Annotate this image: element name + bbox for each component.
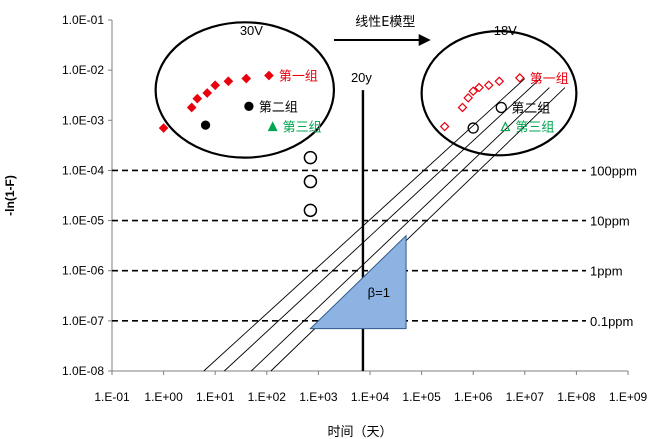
open-circle-point <box>303 203 318 218</box>
data-point-diamond <box>483 80 494 91</box>
beta-triangle <box>309 234 407 330</box>
x-axis-title: 时间（天） <box>327 425 392 439</box>
x-tick-label: 1.E+01 <box>196 390 235 404</box>
data-point-circle <box>495 101 507 114</box>
data-point-triangle <box>267 121 278 132</box>
open-circle-point <box>303 174 318 189</box>
y-axis-title: -ln(1-F) <box>3 175 17 216</box>
data-point-circle <box>244 101 254 111</box>
data-point-diamond <box>202 88 213 98</box>
slope-triangle: β=1 <box>309 234 407 330</box>
data-point-diamond <box>468 86 479 97</box>
data-point-triangle <box>500 121 511 132</box>
data-points <box>158 70 525 218</box>
model-line <box>223 78 541 372</box>
series-label: 第二组 <box>259 100 298 115</box>
model-line <box>250 87 550 372</box>
y-tick-label: 1.0E-05 <box>62 214 104 228</box>
x-tick-label: 1.E+08 <box>557 390 596 404</box>
model-line <box>203 78 526 372</box>
x-tick-label: 1.E+02 <box>248 390 287 404</box>
ppm-label: 10ppm <box>590 214 630 229</box>
y-tick-label: 1.0E-08 <box>62 364 104 378</box>
ppm-label: 1ppm <box>590 264 623 279</box>
x-tick-label: 1.E+04 <box>351 390 390 404</box>
series-label: 第一组 <box>279 70 318 85</box>
y-tick-label: 1.0E-03 <box>62 113 104 127</box>
data-point-diamond <box>223 76 234 87</box>
series-label: 第三组 <box>515 121 554 136</box>
x-tick-label: 1.E+03 <box>299 390 338 404</box>
data-point-diamond <box>474 82 484 93</box>
group-label-30V: 30V <box>240 23 263 38</box>
arrow-head <box>418 33 431 46</box>
x-tick-label: 1.E-01 <box>94 390 130 404</box>
beta-label: β=1 <box>368 285 390 300</box>
ppm-label: 0.1ppm <box>590 314 633 329</box>
data-point-diamond <box>463 93 474 103</box>
x-tick-label: 1.E+07 <box>506 390 545 404</box>
y-tick-label: 1.0E-06 <box>62 264 104 278</box>
open-circle-point <box>303 150 318 165</box>
data-point-diamond <box>457 102 468 113</box>
data-point-diamond <box>514 73 525 83</box>
data-point-diamond <box>241 73 252 84</box>
series-label: 第一组 <box>530 72 569 87</box>
x-tick-label: 1.E+00 <box>144 390 183 404</box>
group-ellipse-18V <box>420 30 578 157</box>
group-ellipses <box>154 21 578 159</box>
twenty-year-label: 20y <box>351 70 372 85</box>
data-point-diamond <box>186 102 197 113</box>
y-tick-label: 1.0E-04 <box>62 163 104 177</box>
data-point-diamond <box>210 80 221 91</box>
axes: 1.0E-08 1.0E-07 1.0E-06 1.0E-05 1.0E-04 1.0E-… <box>3 13 648 439</box>
data-point-diamond <box>264 70 274 81</box>
y-tick-label: 1.0E-07 <box>62 314 104 328</box>
y-tick-label: 1.0E-01 <box>62 13 104 27</box>
y-tick-label: 1.0E-02 <box>62 63 104 77</box>
ppm-label: 100ppm <box>590 163 637 178</box>
data-point-diamond <box>439 121 450 132</box>
data-point-diamond <box>192 93 203 104</box>
data-point-circle <box>200 120 211 130</box>
x-tick-label: 1.E+06 <box>454 390 493 404</box>
x-tick-label: 1.E+09 <box>609 390 648 404</box>
arrow-label: 线性E模型 <box>355 15 415 30</box>
group-ellipse-30V <box>154 21 336 159</box>
data-point-circle <box>467 122 479 134</box>
x-tick-label: 1.E+05 <box>402 390 441 404</box>
group-label-18V: 18V <box>494 23 517 38</box>
series-label: 第三组 <box>283 121 322 136</box>
data-point-diamond <box>494 76 505 87</box>
series-label: 第二组 <box>511 101 550 116</box>
data-point-diamond <box>158 123 169 133</box>
